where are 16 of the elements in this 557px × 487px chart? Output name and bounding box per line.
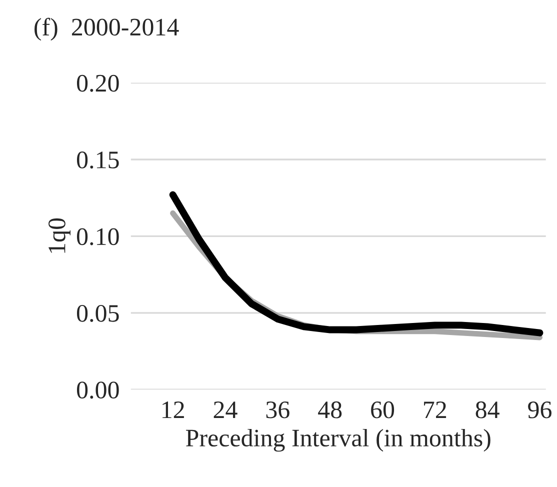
x-tick-label: 84 — [476, 401, 500, 418]
y-tick-label: 0.20 — [76, 74, 119, 92]
x-tick-label: 72 — [424, 402, 446, 418]
x-tick-label: 96 — [528, 402, 552, 418]
y-tick-label: 0.05 — [76, 304, 119, 322]
y-tick-label: 0.00 — [76, 382, 119, 399]
y-tick-label: 0.15 — [76, 152, 119, 169]
y-tick-label: 0.10 — [76, 228, 119, 246]
y-axis-title: 1q0 — [48, 218, 70, 253]
x-tick-label: 12 — [162, 402, 184, 418]
x-tick-label: 36 — [266, 402, 290, 418]
x-tick-label: 24 — [214, 402, 238, 418]
x-tick-label: 48 — [318, 401, 342, 418]
x-tick-label: 60 — [371, 401, 394, 418]
chart-title: (f) 2000-2014 — [34, 18, 179, 41]
x-axis-title: Preceding Interval (in months) — [186, 428, 490, 452]
